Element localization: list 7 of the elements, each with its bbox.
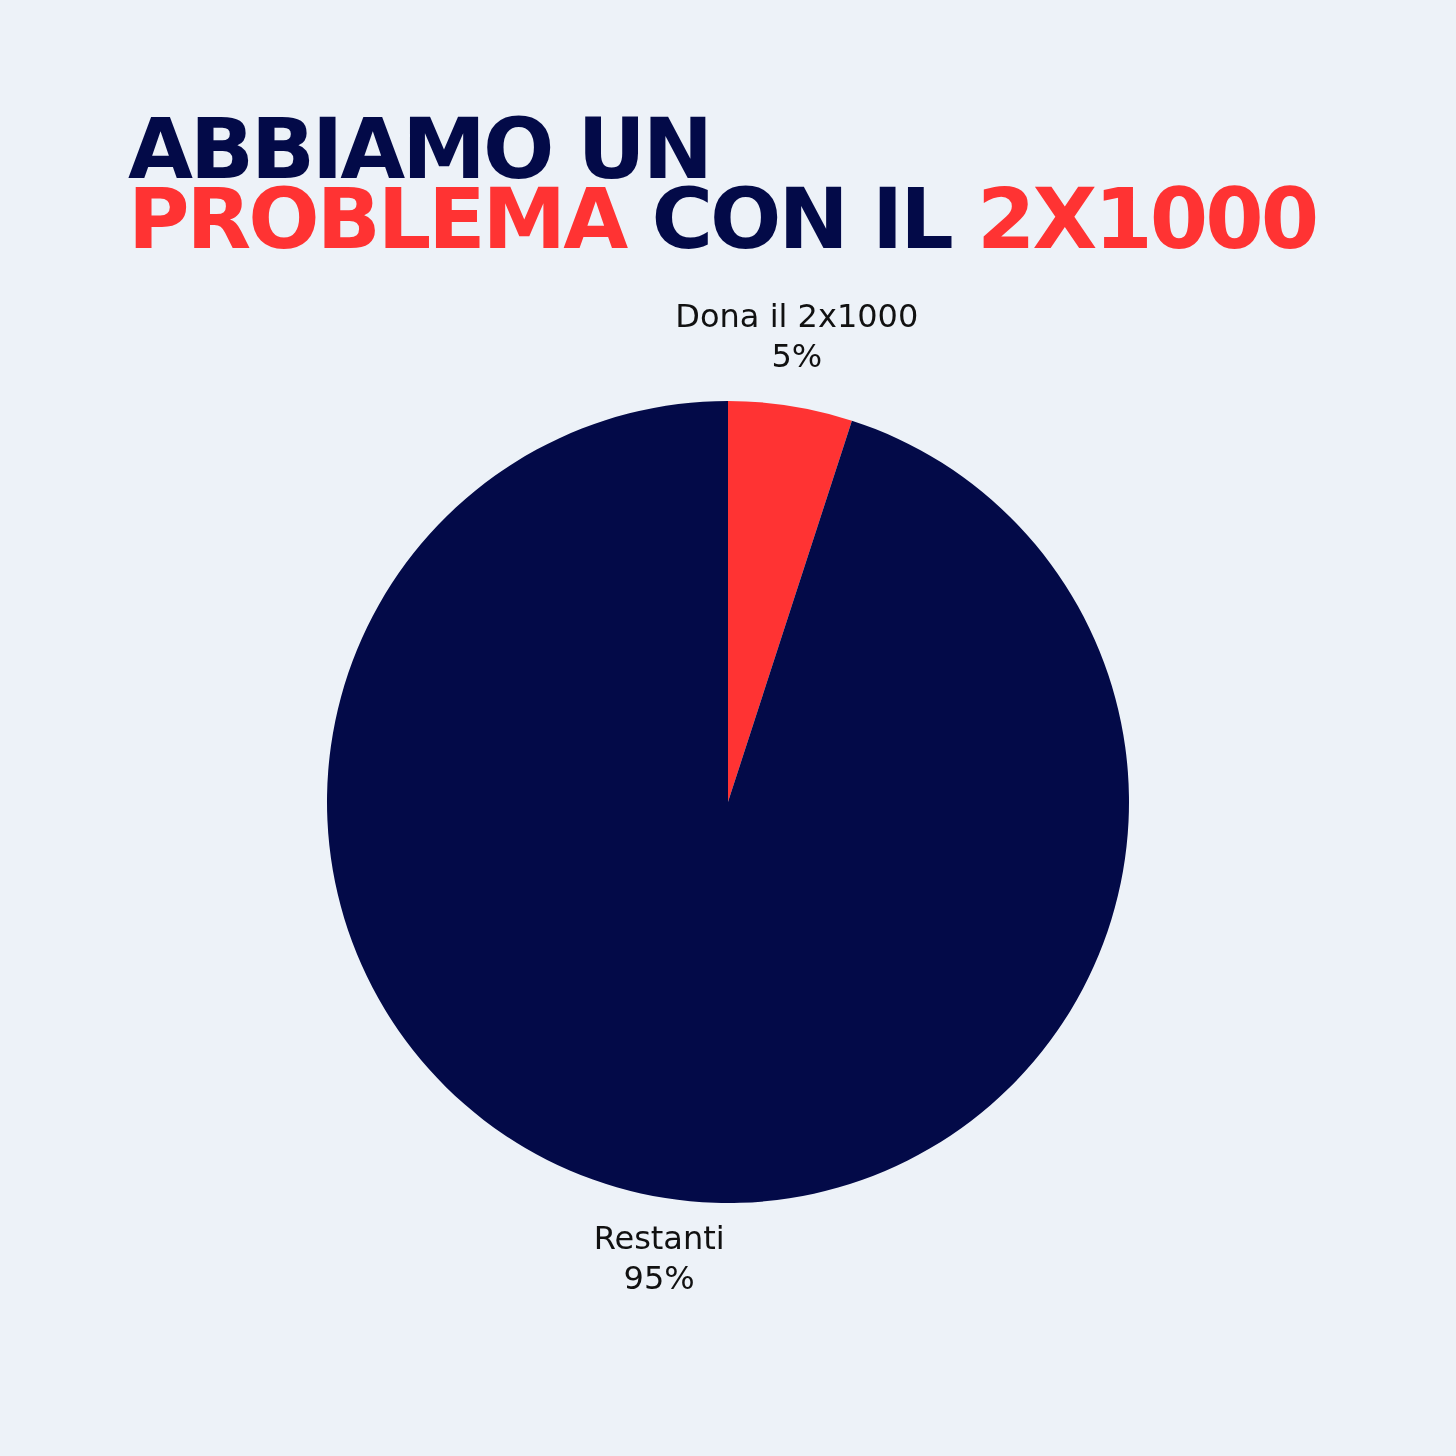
data-label: 95%	[623, 1258, 695, 1297]
pie-slice	[327, 401, 1129, 1203]
slice-label: Dona il 2x1000	[675, 297, 919, 336]
chart-title: ABBIAMO UN PROBLEMA CON IL 2X1000	[128, 100, 1317, 268]
slice-label: Restanti	[593, 1218, 725, 1257]
pie-slice	[728, 401, 852, 802]
data-label: 5%	[771, 337, 823, 376]
